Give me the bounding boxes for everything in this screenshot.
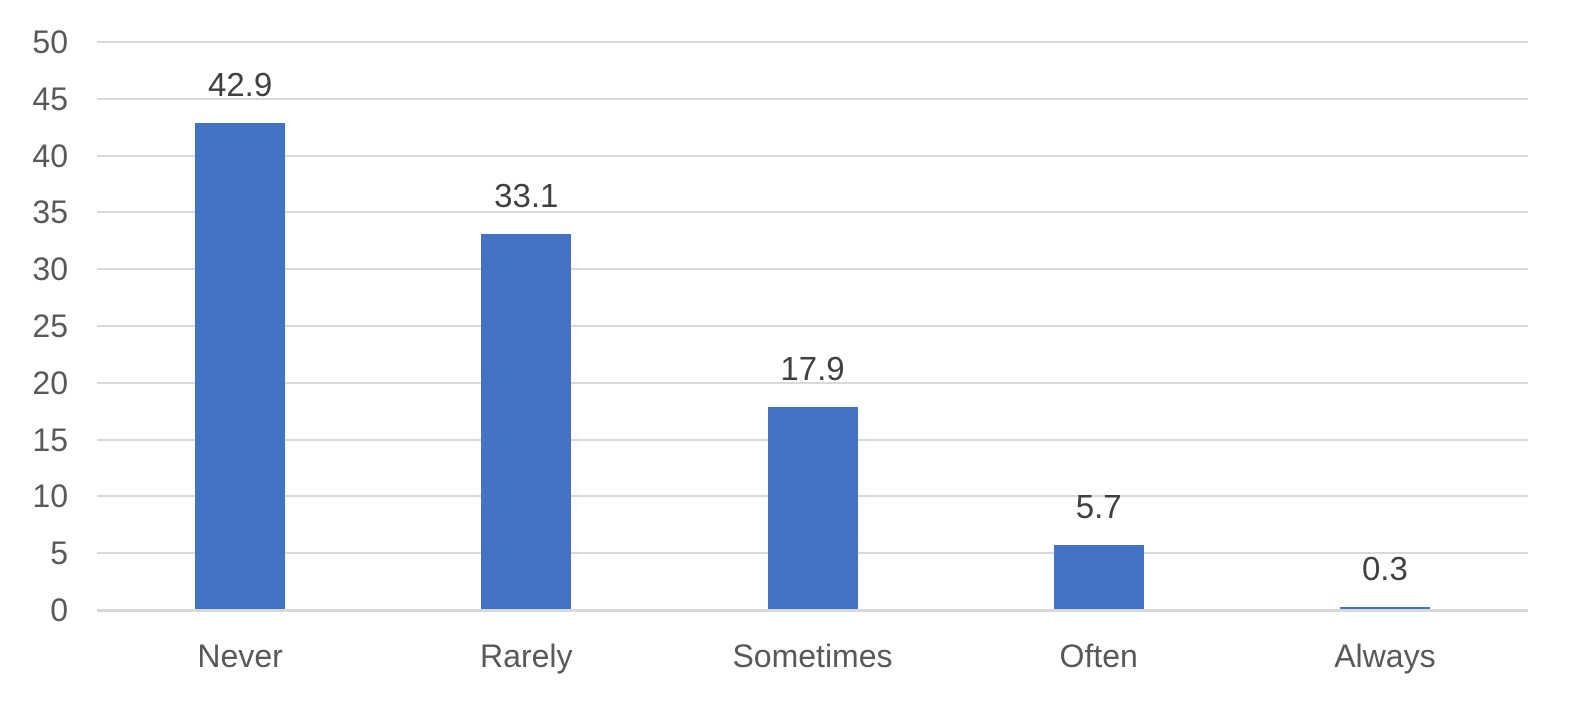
y-tick-label: 25 <box>32 308 68 344</box>
x-category-label-sometimes: Sometimes <box>732 638 893 674</box>
gridline <box>97 211 1528 214</box>
y-tick-label: 15 <box>32 421 68 458</box>
x-category-label-often: Often <box>1059 638 1138 674</box>
x-axis-line <box>97 609 1528 612</box>
gridline <box>97 268 1528 271</box>
y-tick-label: 0 <box>50 592 68 628</box>
y-tick-label: 20 <box>32 364 68 401</box>
gridline <box>97 154 1528 157</box>
y-tick-label: 45 <box>32 80 68 117</box>
y-tick-label: 30 <box>32 251 68 288</box>
plot-area: 42.9 33.1 17.9 5.7 0.3 <box>97 41 1528 612</box>
x-axis: Never Rarely Sometimes Often Always <box>97 610 1528 708</box>
gridline <box>97 41 1528 43</box>
bar-value-label: 42.9 <box>207 65 273 103</box>
bar-value-label: 0.3 <box>1361 549 1408 587</box>
bar-rarely <box>481 233 572 610</box>
x-category-label-always: Always <box>1334 638 1436 674</box>
gridline <box>97 381 1528 384</box>
bar-never <box>195 122 286 610</box>
x-category-label-rarely: Rarely <box>480 638 573 674</box>
y-axis: 0 5 10 15 20 25 30 35 40 45 50 <box>0 0 68 708</box>
y-tick-label: 10 <box>32 478 68 515</box>
y-tick-label: 35 <box>32 194 68 231</box>
bar-value-label: 33.1 <box>494 176 559 214</box>
x-category-label-never: Never <box>197 638 283 674</box>
bar-often <box>1053 545 1144 610</box>
gridline <box>97 325 1528 327</box>
bar-value-label: 17.9 <box>780 349 845 387</box>
y-tick-label: 40 <box>32 137 68 174</box>
y-tick-label: 5 <box>50 535 68 572</box>
gridline <box>97 97 1528 100</box>
y-tick-label: 50 <box>32 24 68 60</box>
bar-always <box>1339 606 1430 610</box>
bar-value-label: 5.7 <box>1075 488 1122 526</box>
bar-sometimes <box>767 406 858 610</box>
